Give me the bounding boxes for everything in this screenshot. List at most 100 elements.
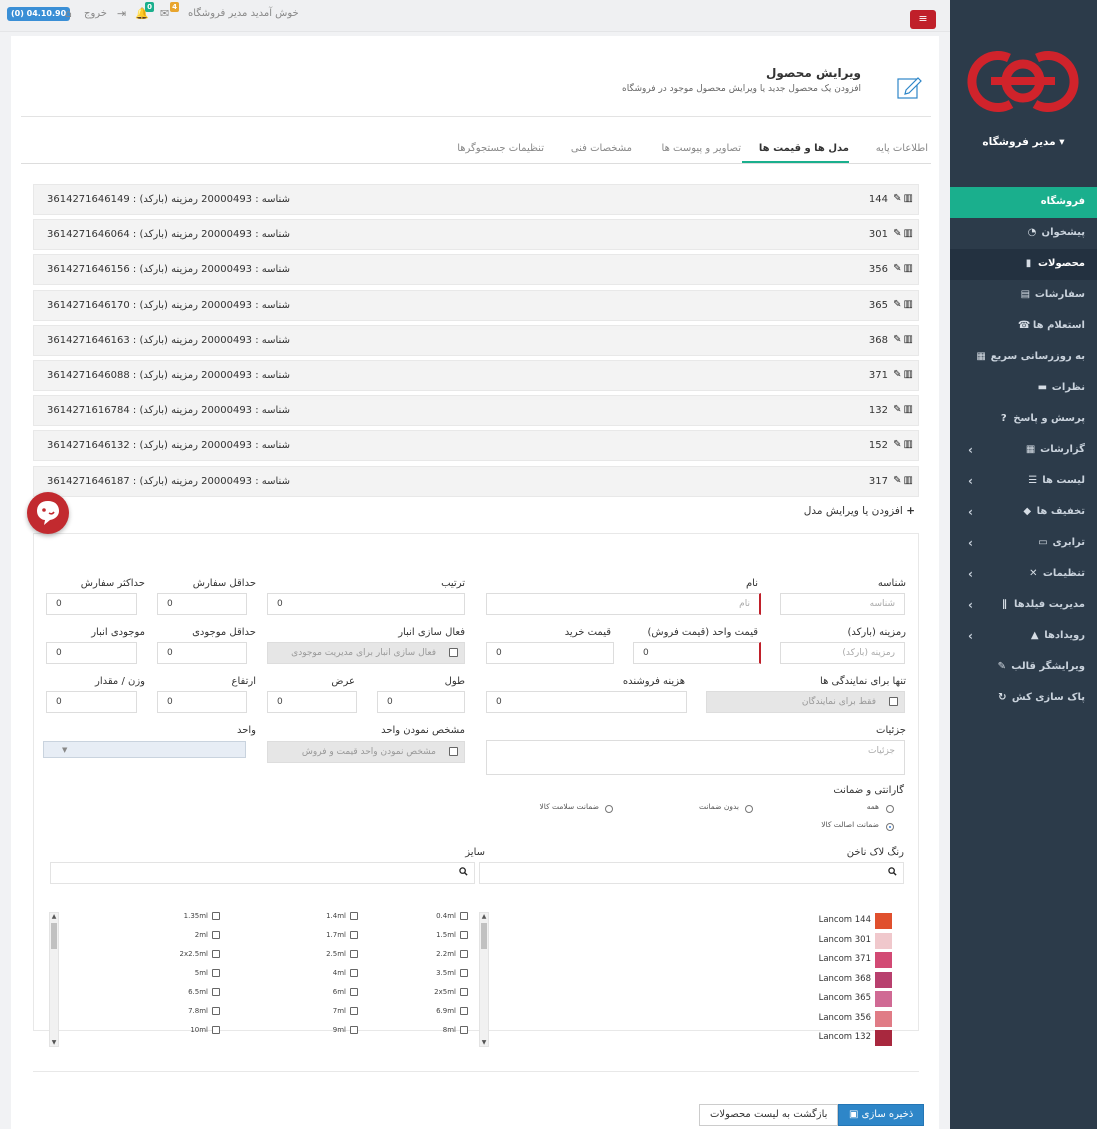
size-option[interactable]: 3.5ml [436,969,468,977]
size-checkbox[interactable] [460,1026,468,1034]
size-option[interactable]: 6.9ml [436,1007,468,1015]
name-input[interactable]: نام [486,593,761,615]
sidebar-item[interactable]: ▮ محصولات [950,249,1097,280]
size-checkbox[interactable] [350,950,358,958]
min-stock-input[interactable]: 0 [157,642,247,664]
warranty-radio-authentic[interactable] [886,823,894,831]
size-checkbox[interactable] [460,912,468,920]
warranty-radio-none[interactable] [745,805,753,813]
edit-icon[interactable]: ✎ [893,193,904,204]
size-option[interactable]: 1.7ml [326,931,358,939]
size-option[interactable]: 6ml [333,988,358,996]
size-checkbox[interactable] [212,950,220,958]
size-checkbox[interactable] [212,969,220,977]
sidebar-item[interactable]: ▤ سفارشات [950,280,1097,311]
color-option[interactable]: Lancom 365 [792,990,892,1009]
tab-images-attachments[interactable]: تصاویر و پیوست ها [661,143,741,154]
size-checkbox[interactable] [212,1007,220,1015]
sidebar-item[interactable]: ✕ تنظیمات ‹ [950,559,1097,590]
size-option[interactable]: 8ml [443,1026,468,1034]
size-checkbox[interactable] [350,988,358,996]
size-option[interactable]: 7.8ml [188,1007,220,1015]
width-input[interactable]: 0 [267,691,357,713]
sidebar-item[interactable]: ↻ پاک سازی کش [950,683,1097,714]
sidebar-item[interactable]: ? پرسش و پاسخ [950,404,1097,435]
scroll-thumb[interactable] [51,923,57,949]
size-checkbox[interactable] [212,912,220,920]
sidebar-item[interactable]: ▦ گزارشات ‹ [950,435,1097,466]
trash-icon[interactable]: ▥ [903,333,915,345]
size-option[interactable]: 2.5ml [326,950,358,958]
buy-price-input[interactable]: 0 [486,642,614,664]
size-option[interactable]: 4ml [333,969,358,977]
color-option[interactable]: Lancom 356 [792,1010,892,1029]
sidebar-item[interactable]: ☎ استعلام ها [950,311,1097,342]
color-option[interactable]: Lancom 371 [792,951,892,970]
tab-tech-specs[interactable]: مشخصات فنی [570,143,632,154]
scroll-up-icon[interactable]: ▲ [481,913,487,920]
edit-icon[interactable]: ✎ [893,333,904,345]
sidebar-item[interactable]: ▲ رویدادها ‹ [950,621,1097,652]
length-input[interactable]: 0 [377,691,465,713]
size-option[interactable]: 2x2.5ml [180,950,220,958]
stock-enable-checkbox[interactable] [449,648,458,657]
size-option[interactable]: 5ml [195,969,220,977]
max-order-input[interactable]: 0 [46,593,137,615]
unit-select[interactable]: ▼ [43,741,246,758]
barcode-input[interactable]: رمزینه (بارکد) [780,642,905,664]
tab-models-prices[interactable]: مدل ها و قیمت ها [758,143,849,154]
menu-toggle-button[interactable]: ≡ [910,10,936,29]
size-option[interactable]: 2.2ml [436,950,468,958]
edit-icon[interactable]: ✎ [893,228,904,240]
chat-button[interactable] [27,492,69,534]
back-to-products-button[interactable]: بازگشت به لیست محصولات [699,1104,839,1126]
sidebar-item[interactable]: ☰ لیست ها ‹ [950,466,1097,497]
size-option[interactable]: 7ml [333,1007,358,1015]
size-checkbox[interactable] [350,931,358,939]
color-option[interactable]: Lancom 132 [792,1029,892,1046]
trash-icon[interactable]: ▥ [903,404,915,416]
sidebar-item[interactable]: ◆ تخفیف ها ‹ [950,497,1097,528]
brand-logo[interactable] [967,46,1079,116]
trash-icon[interactable]: ▥ [903,439,915,451]
sidebar-item[interactable]: فروشگاه [950,187,1097,218]
size-checkbox[interactable] [460,969,468,977]
color-list-scrollbar[interactable]: ▲ ▼ [479,912,489,1047]
sidebar-item[interactable]: ▦ به روزرسانی سریع [950,342,1097,373]
id-input[interactable]: شناسه [780,593,905,615]
size-checkbox[interactable] [460,950,468,958]
scroll-down-icon[interactable]: ▼ [481,1039,487,1046]
sidebar-item[interactable]: ∥ مدیریت فیلدها ‹ [950,590,1097,621]
tab-basic-info[interactable]: اطلاعات پایه [875,143,928,154]
edit-icon[interactable]: ✎ [893,404,904,416]
size-checkbox[interactable] [350,1026,358,1034]
size-option[interactable]: 6.5ml [188,988,220,996]
logout-icon[interactable]: ⇥ [117,7,127,20]
scroll-down-icon[interactable]: ▼ [51,1039,57,1046]
reseller-only-checkbox[interactable] [889,697,898,706]
sidebar-item[interactable]: ✎ ویرایشگر قالب [950,652,1097,683]
scroll-up-icon[interactable]: ▲ [51,913,57,920]
exit-link[interactable]: خروج [84,8,107,19]
mail-icon[interactable]: ✉ [160,7,170,20]
warranty-radio-all[interactable] [886,805,894,813]
edit-icon[interactable]: ✎ [893,298,904,310]
unit-price-input[interactable]: 0 [633,642,761,664]
edit-icon[interactable]: ✎ [893,263,904,275]
size-list-scrollbar[interactable]: ▲ ▼ [49,912,59,1047]
size-checkbox[interactable] [350,1007,358,1015]
size-option[interactable]: 10ml [190,1026,220,1034]
size-option[interactable]: 1.35ml [184,912,220,920]
size-search-input[interactable] [50,862,475,884]
store-manager-menu[interactable]: مدیر فروشگاه ▾ [950,136,1097,148]
size-checkbox[interactable] [350,912,358,920]
color-option[interactable]: Lancom 144 [792,912,892,931]
edit-icon[interactable]: ✎ [893,439,904,451]
size-option[interactable]: 2ml [195,931,220,939]
order-input[interactable]: 0 [267,593,465,615]
stock-input[interactable]: 0 [46,642,137,664]
size-checkbox[interactable] [212,988,220,996]
size-checkbox[interactable] [460,931,468,939]
trash-icon[interactable]: ▥ [903,263,915,275]
size-option[interactable]: 1.5ml [436,931,468,939]
